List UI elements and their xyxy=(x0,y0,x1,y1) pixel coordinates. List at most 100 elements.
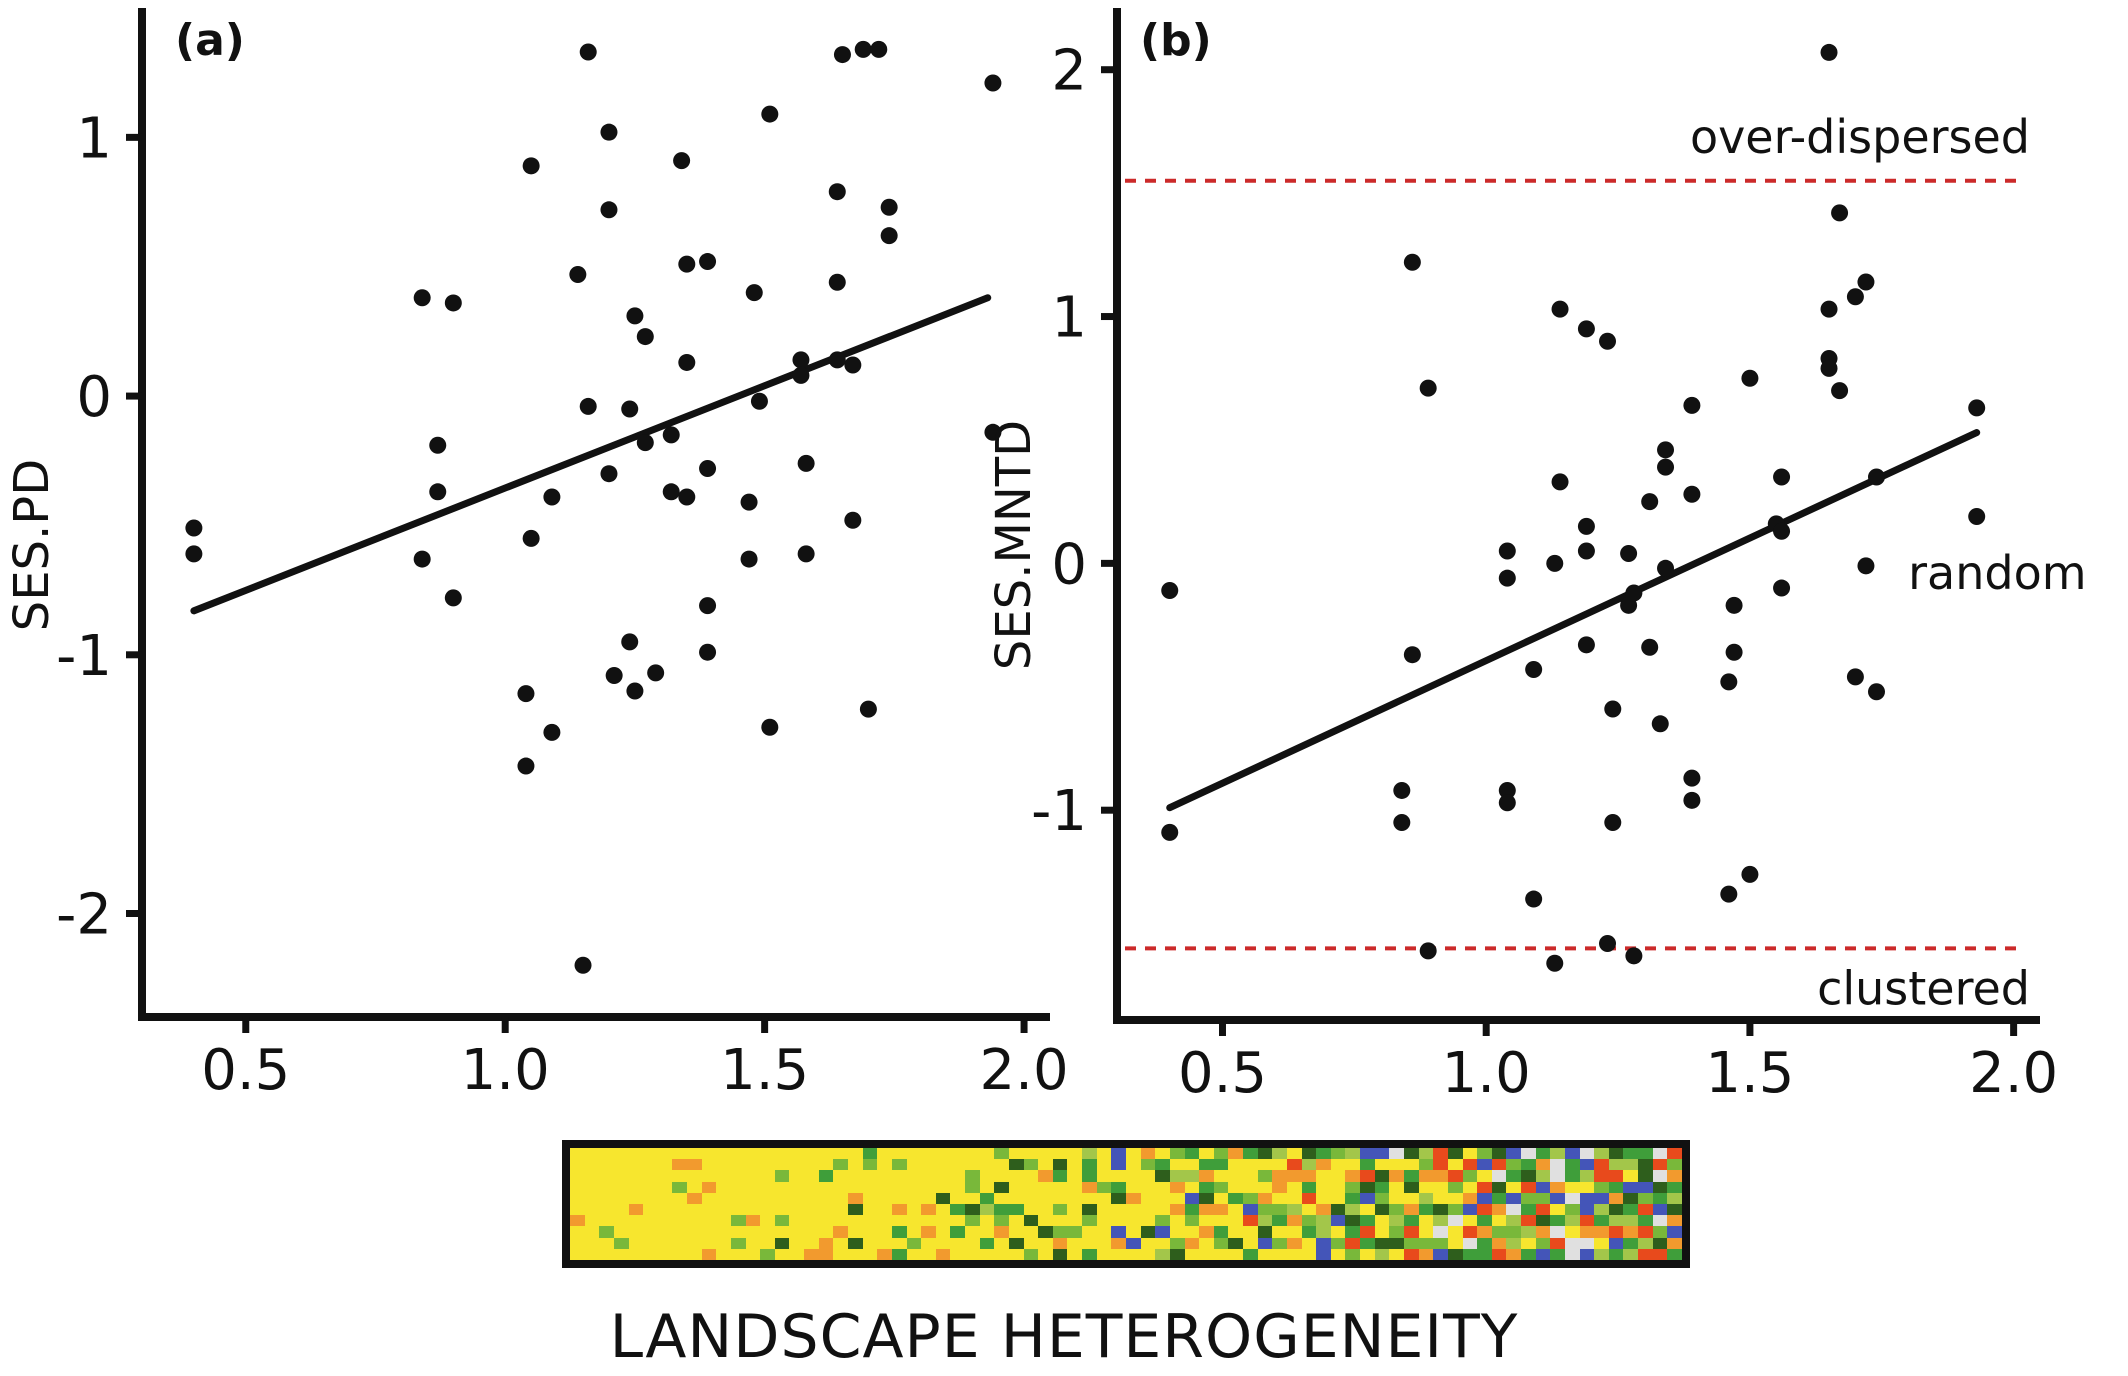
strip-cell xyxy=(599,1192,614,1204)
strip-cell xyxy=(1433,1226,1448,1238)
panel-b-data-point xyxy=(1657,559,1675,577)
strip-cell xyxy=(745,1226,761,1238)
strip-cell xyxy=(1608,1226,1624,1238)
strip-cell xyxy=(1096,1215,1112,1227)
panel-a-data-point xyxy=(522,529,540,547)
strip-cell xyxy=(1126,1181,1141,1193)
strip-cell xyxy=(774,1159,790,1171)
strip-cell xyxy=(628,1248,644,1260)
strip-cell xyxy=(1608,1215,1624,1227)
strip-cell xyxy=(789,1192,805,1204)
strip-cell xyxy=(1652,1148,1668,1160)
strip-cell xyxy=(1418,1192,1434,1204)
strip-cell xyxy=(921,1226,936,1238)
strip-cell xyxy=(789,1203,805,1216)
strip-cell xyxy=(1477,1248,1492,1260)
strip-cell xyxy=(760,1203,775,1216)
strip-cell xyxy=(1579,1203,1595,1216)
strip-cell xyxy=(1521,1148,1536,1160)
strip-cell xyxy=(1008,1170,1024,1182)
strip-cell xyxy=(730,1159,746,1171)
strip-cell xyxy=(1155,1159,1170,1171)
strip-cell xyxy=(613,1237,629,1249)
strip-cell xyxy=(672,1170,688,1182)
strip-cell xyxy=(1301,1248,1317,1260)
strip-cell xyxy=(935,1203,951,1216)
panel-a-data-point xyxy=(797,454,815,472)
strip-cell xyxy=(1213,1215,1229,1227)
strip-cell xyxy=(818,1181,834,1193)
strip-cell xyxy=(789,1159,805,1171)
strip-cell xyxy=(1038,1237,1053,1249)
strip-cell xyxy=(1447,1226,1463,1238)
strip-cell xyxy=(657,1159,673,1171)
strip-cell xyxy=(1535,1170,1551,1182)
strip-cell xyxy=(1345,1215,1361,1227)
strip-cell xyxy=(1228,1192,1244,1204)
strip-cell xyxy=(628,1226,644,1238)
panel-b-data-point xyxy=(1683,396,1701,414)
strip-cell xyxy=(862,1226,878,1238)
panel-a-data-point xyxy=(740,550,758,568)
panel-a-data-point xyxy=(626,682,644,700)
panel-b-trend-line xyxy=(1166,429,1981,812)
strip-cell xyxy=(774,1248,790,1260)
strip-cell xyxy=(599,1226,614,1238)
strip-cell xyxy=(950,1159,966,1171)
strip-cell xyxy=(818,1248,834,1260)
strip-cell xyxy=(1330,1148,1346,1160)
strip-cell xyxy=(789,1248,805,1260)
strip-cell xyxy=(1096,1226,1112,1238)
strip-cell xyxy=(1418,1148,1434,1160)
panel-b-data-point xyxy=(1577,320,1595,338)
strip-cell xyxy=(1111,1170,1126,1182)
strip-cell xyxy=(1638,1203,1653,1216)
strip-cell xyxy=(950,1248,966,1260)
strip-cell xyxy=(833,1181,848,1193)
strip-cell xyxy=(1199,1192,1214,1204)
panel-a-data-point xyxy=(761,105,779,123)
strip-cell xyxy=(1447,1170,1463,1182)
strip-cell xyxy=(1316,1248,1331,1260)
panel-b-panel-label: (b) xyxy=(1140,15,1212,66)
strip-cell xyxy=(1243,1237,1258,1249)
strip-cell xyxy=(818,1192,834,1204)
strip-cell xyxy=(1257,1226,1273,1238)
strip-cell xyxy=(1330,1226,1346,1238)
strip-cell xyxy=(1111,1215,1126,1227)
strip-cell xyxy=(1213,1192,1229,1204)
panel-a-data-point xyxy=(792,351,810,369)
strip-cell xyxy=(1638,1192,1653,1204)
strip-cell xyxy=(818,1170,834,1182)
strip-cell xyxy=(643,1203,658,1216)
panel-a-x-tick-label: 1.0 xyxy=(461,1038,550,1103)
strip-cell xyxy=(1257,1237,1273,1249)
strip-cell xyxy=(1228,1215,1244,1227)
strip-cell xyxy=(1535,1226,1551,1238)
strip-cell xyxy=(1462,1226,1478,1238)
strip-cell xyxy=(1638,1148,1653,1160)
strip-cell xyxy=(1506,1192,1522,1204)
strip-cell xyxy=(1111,1192,1126,1204)
strip-cell xyxy=(994,1170,1009,1182)
strip-cell xyxy=(891,1148,907,1160)
strip-cell xyxy=(1652,1192,1668,1204)
strip-cell xyxy=(1594,1192,1609,1204)
strip-cell xyxy=(584,1181,600,1193)
strip-cell xyxy=(760,1170,775,1182)
panel-b-reference-label: over-dispersed xyxy=(1690,110,2030,164)
panel-b-data-point xyxy=(1968,399,1986,417)
strip-cell xyxy=(921,1170,936,1182)
panel-a-data-point xyxy=(444,589,462,607)
strip-cell xyxy=(1374,1203,1390,1216)
strip-cell xyxy=(687,1248,702,1260)
panel-a-data-point xyxy=(740,493,758,511)
strip-cell xyxy=(1433,1159,1448,1171)
strip-cell xyxy=(584,1215,600,1227)
strip-cell xyxy=(1462,1203,1478,1216)
panel-a-trend-line xyxy=(190,294,992,615)
strip-cell xyxy=(1594,1203,1609,1216)
strip-cell xyxy=(1418,1170,1434,1182)
strip-cell xyxy=(1521,1192,1536,1204)
strip-cell xyxy=(1564,1226,1580,1238)
